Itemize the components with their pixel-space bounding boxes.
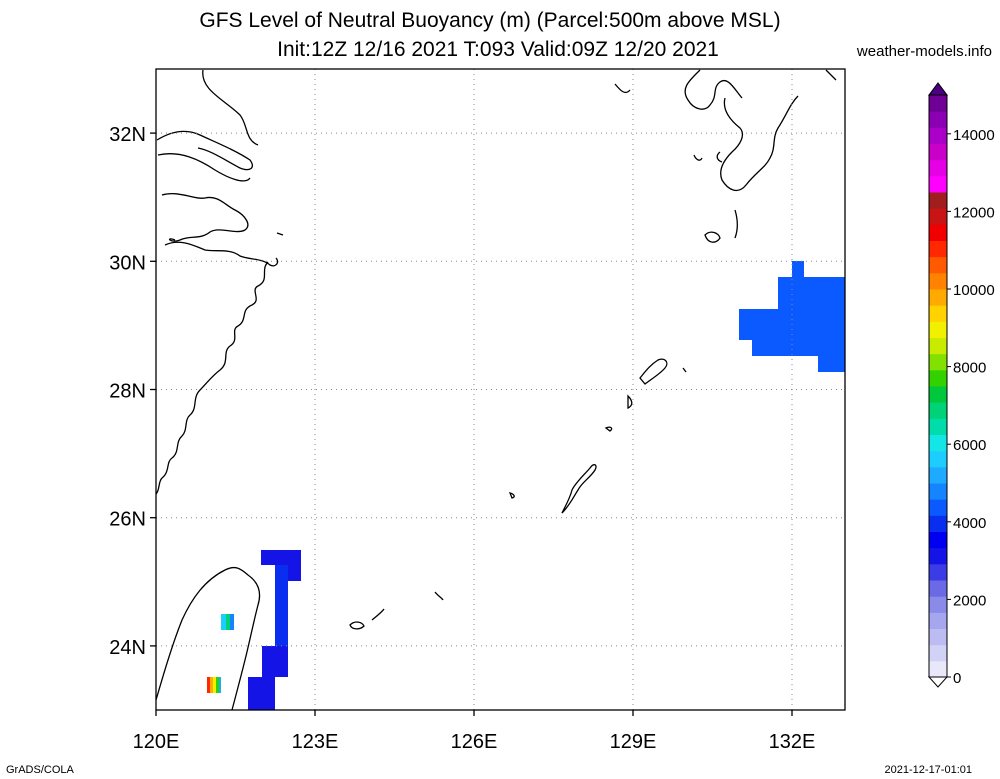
colorbar-label: 8000 — [953, 360, 986, 377]
colorbar-label: 6000 — [953, 437, 986, 454]
colorbar-swatch — [929, 418, 947, 435]
shade-strip-south — [248, 646, 288, 710]
colorbar-swatch — [929, 612, 947, 629]
coast-taiwan — [155, 566, 261, 711]
lat-tick-label: 28N — [109, 381, 146, 403]
colorbar-swatch — [929, 111, 947, 128]
lon-tick-label: 132E — [769, 731, 816, 753]
coastlines — [155, 69, 837, 711]
colorbar-label: 14000 — [953, 127, 995, 144]
lon-axis: 120E 123E 126E 129E 132E — [133, 710, 816, 753]
lon-tick-label: 123E — [292, 731, 339, 753]
colorbar-swatch — [929, 321, 947, 338]
colorbar-swatch — [929, 547, 947, 565]
colorbar-swatch — [929, 353, 947, 371]
colorbar-swatch — [929, 515, 947, 532]
coast-yaeyama — [349, 591, 444, 630]
colorbar-swatch — [929, 628, 947, 646]
colorbar-label: 10000 — [953, 282, 995, 299]
colorbar-label: 0 — [953, 670, 961, 687]
coast-china-east — [155, 232, 284, 495]
colorbar-swatch — [929, 580, 947, 597]
footer-timestamp: 2021-12-17-01:01 — [884, 764, 972, 776]
coast-okinawa — [508, 394, 633, 514]
lat-tick-label: 30N — [109, 252, 146, 274]
colorbar-swatch — [929, 175, 947, 193]
site-credit[interactable]: weather-models.info — [856, 43, 992, 60]
colorbar-swatch — [929, 483, 947, 500]
colorbar-swatch — [929, 660, 947, 678]
colorbar-swatch — [929, 95, 947, 112]
colorbar-min-arrow — [927, 676, 949, 688]
shade-cell-taiwan-b — [207, 677, 221, 693]
colorbar — [927, 82, 949, 688]
colorbar-swatch — [929, 127, 947, 144]
colorbar-swatch — [929, 272, 947, 290]
colorbar-label: 4000 — [953, 515, 986, 532]
colorbar-frame — [928, 94, 948, 678]
colorbar-swatch — [929, 143, 947, 161]
coast-china-north — [156, 69, 259, 242]
footer-software: GrADS/COLA — [6, 764, 74, 776]
colorbar-swatch — [929, 369, 947, 387]
colorbar-swatch — [929, 289, 947, 306]
lat-tick-label: 24N — [109, 637, 146, 659]
shade-cell-mid — [275, 565, 288, 646]
colorbar-swatch — [929, 450, 947, 468]
colorbar-label: 12000 — [953, 204, 995, 221]
colorbar-swatch — [929, 644, 947, 662]
neutral-buoyancy-shading — [207, 261, 845, 710]
colorbar-swatch — [929, 159, 947, 177]
colorbar-swatch — [929, 208, 947, 225]
colorbar-label: 2000 — [953, 592, 986, 609]
colorbar-swatch — [929, 434, 947, 452]
colorbar-swatch — [929, 402, 947, 419]
colorbar-swatch — [929, 466, 947, 484]
colorbar-swatch — [929, 531, 947, 549]
coast-hangzhou-bay — [164, 241, 279, 267]
chart-title-line2: Init:12Z 12/16 2021 T:093 Valid:09Z 12/2… — [277, 38, 719, 61]
colorbar-swatch — [929, 337, 947, 355]
colorbar-swatch — [929, 224, 947, 241]
lon-tick-label: 126E — [451, 731, 498, 753]
colorbar-swatch — [929, 240, 947, 258]
lon-tick-label: 129E — [610, 731, 657, 753]
coast-kyushu — [614, 69, 837, 243]
lat-tick-label: 26N — [109, 509, 146, 531]
colorbar-swatch — [929, 499, 947, 516]
colorbar-max-arrow — [928, 82, 948, 96]
colorbar-swatch — [929, 192, 947, 209]
graticule — [156, 69, 845, 710]
chart-title-line1: GFS Level of Neutral Buoyancy (m) (Parce… — [199, 9, 781, 32]
shade-blob-east — [739, 261, 845, 372]
colorbar-swatch — [929, 563, 947, 581]
colorbar-swatch — [929, 256, 947, 274]
coast-amami — [639, 358, 687, 385]
lat-tick-label: 32N — [109, 124, 146, 146]
shade-cell-taiwan-a — [221, 614, 234, 630]
colorbar-swatch — [929, 596, 947, 613]
colorbar-swatch — [929, 386, 947, 403]
lon-tick-label: 120E — [133, 731, 180, 753]
colorbar-swatch — [929, 305, 947, 322]
colorbar-labels: 0 2000 4000 6000 8000 10000 12000 14000 — [947, 127, 995, 687]
lat-axis: 24N 26N 28N 30N 32N — [109, 124, 156, 659]
